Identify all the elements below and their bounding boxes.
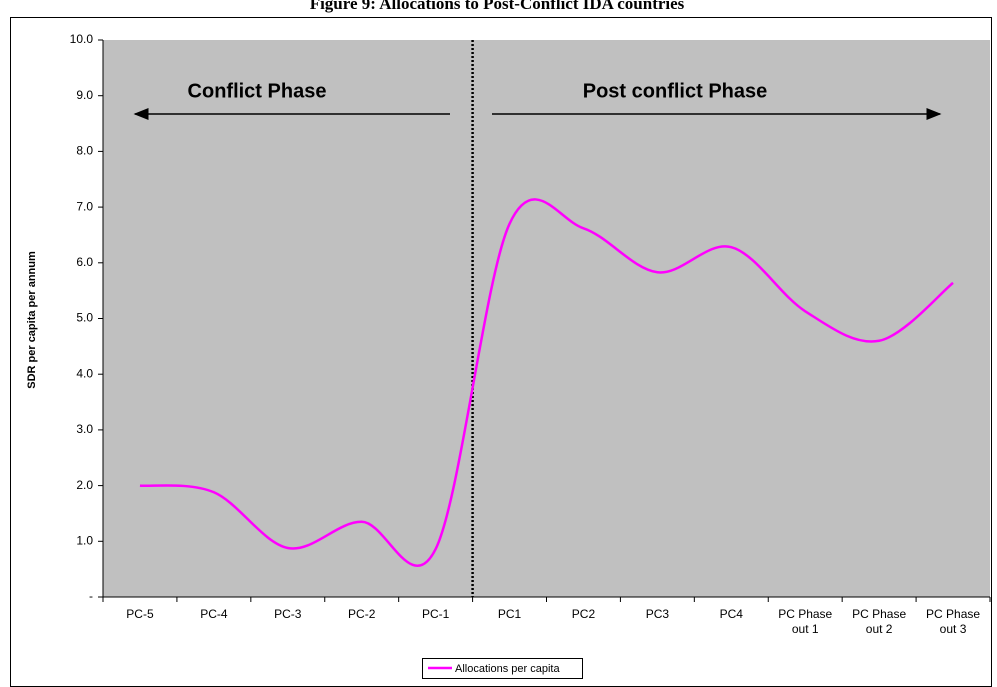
y-tick-label: 3.0 bbox=[76, 422, 93, 436]
x-tick-label: PC Phase out 2 bbox=[852, 607, 907, 636]
data-line bbox=[139, 198, 954, 568]
x-tick-label: PC-1 bbox=[421, 607, 450, 621]
y-tick-label: 2.0 bbox=[76, 478, 93, 492]
y-tick-label: 4.0 bbox=[76, 366, 93, 380]
annotation: Conflict Phase bbox=[188, 80, 327, 102]
annotation: Post conflict Phase bbox=[583, 80, 768, 102]
legend-box bbox=[422, 658, 583, 679]
legend-label: Allocations per capita bbox=[455, 663, 560, 675]
x-tick-label: PC3 bbox=[645, 607, 670, 621]
x-tick-label: PC Phase out 3 bbox=[926, 607, 981, 636]
x-tick-label: PC-3 bbox=[274, 607, 302, 621]
x-tick-label: PC Phase out 1 bbox=[778, 607, 833, 636]
y-tick-label: 8.0 bbox=[76, 144, 93, 158]
y-tick-label: 10.0 bbox=[70, 32, 94, 46]
y-tick-label: - bbox=[89, 589, 93, 603]
y-tick-label: 1.0 bbox=[76, 533, 93, 547]
x-tick-label: PC-4 bbox=[200, 607, 228, 621]
chart-title: Figure 9: Allocations to Post-Conflict I… bbox=[310, 0, 685, 13]
y-tick-label: 9.0 bbox=[76, 88, 93, 102]
y-tick-label: 6.0 bbox=[76, 255, 93, 269]
plot-area bbox=[103, 40, 990, 597]
y-axis-label: SDR per capita per annum bbox=[26, 251, 38, 389]
x-tick-label: PC2 bbox=[571, 607, 596, 621]
x-tick-label: PC4 bbox=[719, 607, 743, 621]
x-tick-label: PC1 bbox=[497, 607, 522, 621]
x-tick-label: PC-5 bbox=[126, 607, 154, 621]
y-tick-label: 5.0 bbox=[76, 311, 93, 325]
x-tick-label: PC-2 bbox=[348, 607, 376, 621]
y-tick-label: 7.0 bbox=[76, 199, 93, 213]
